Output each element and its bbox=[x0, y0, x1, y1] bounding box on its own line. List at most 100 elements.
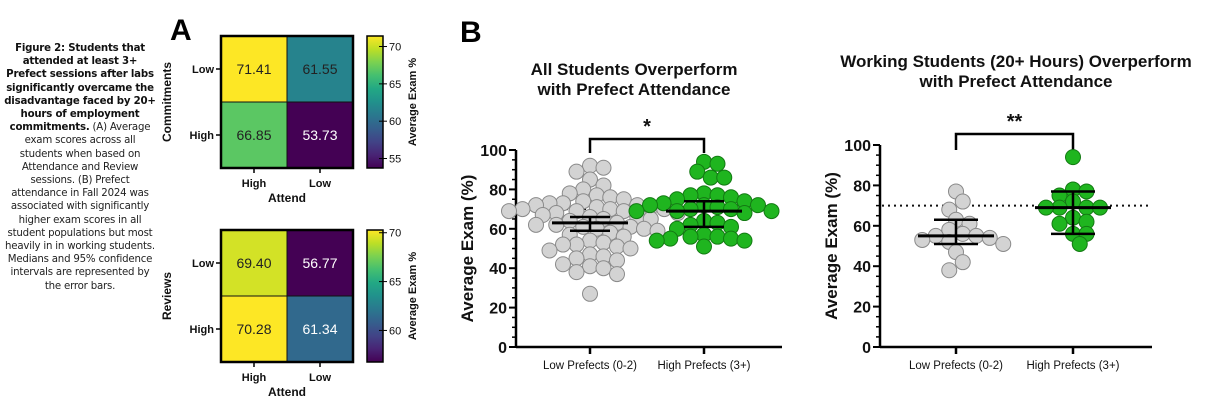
y-tick-label: High bbox=[190, 130, 215, 142]
significance-bracket bbox=[954, 132, 1075, 150]
y-tick-label: Low bbox=[192, 64, 214, 76]
data-point-low bbox=[609, 266, 625, 283]
y-tick-label: 60 bbox=[853, 219, 871, 236]
data-point-low bbox=[609, 252, 625, 269]
chart-title: with Prefect Attendance bbox=[918, 72, 1112, 91]
data-point-low bbox=[981, 229, 998, 246]
data-point-high bbox=[709, 228, 726, 245]
chart-title: with Prefect Attendance bbox=[536, 80, 730, 99]
caption-body: (A) Average exam scores across all stude… bbox=[5, 122, 155, 292]
data-point-high bbox=[1051, 215, 1068, 232]
data-point-low bbox=[582, 232, 598, 249]
data-point-low bbox=[595, 234, 612, 251]
x-tick-label: High bbox=[242, 178, 267, 190]
data-point-low bbox=[501, 203, 517, 220]
data-point-high bbox=[723, 201, 739, 218]
scatter-working-students: Working Students (20+ Hours) Overperform… bbox=[822, 52, 1192, 372]
caption-bold: Figure 2: Students that attended at leas… bbox=[4, 43, 156, 134]
y-tick-label: Low bbox=[192, 258, 214, 270]
data-point-low bbox=[568, 236, 585, 253]
data-point-low bbox=[548, 216, 565, 233]
heatmap-value-label: 66.85 bbox=[236, 127, 271, 143]
data-point-high bbox=[696, 238, 712, 255]
x-axis-label: Attend bbox=[268, 191, 306, 205]
y-tick-label: 0 bbox=[862, 340, 871, 357]
heatmap-value-label: 69.40 bbox=[236, 255, 271, 271]
chart-title: All Students Overperform bbox=[531, 60, 738, 79]
x-tick-label: High Prefects (3+) bbox=[1027, 360, 1120, 372]
significance-marker: * bbox=[643, 116, 651, 138]
data-point-low bbox=[954, 193, 971, 210]
data-point-low bbox=[568, 163, 585, 180]
colorbar bbox=[366, 229, 384, 363]
data-point-high bbox=[709, 155, 726, 172]
data-point-low bbox=[561, 212, 578, 229]
data-point-low bbox=[595, 260, 612, 277]
data-point-low bbox=[622, 240, 639, 257]
data-point-low bbox=[954, 225, 971, 242]
x-tick-label: Low Prefects (0-2) bbox=[543, 360, 637, 372]
data-point-low bbox=[582, 258, 598, 275]
data-point-low bbox=[528, 216, 544, 233]
data-point-low bbox=[582, 285, 598, 302]
colorbar bbox=[366, 35, 384, 169]
data-point-low bbox=[582, 157, 598, 174]
data-point-high bbox=[648, 232, 665, 249]
colorbar-label: Average Exam % bbox=[407, 252, 419, 340]
heatmap-value-label: 61.55 bbox=[302, 61, 337, 77]
heatmap-border bbox=[219, 228, 355, 364]
data-point-low bbox=[995, 235, 1012, 252]
heatmap-value-label: 56.77 bbox=[302, 255, 337, 271]
data-point-low bbox=[541, 242, 558, 259]
panel-label-b: B bbox=[460, 16, 482, 49]
data-point-low bbox=[954, 254, 971, 271]
heatmap-value-label: 53.73 bbox=[302, 127, 337, 143]
data-point-high bbox=[662, 230, 679, 247]
heatmap-cell bbox=[286, 295, 354, 363]
data-point-high bbox=[736, 205, 753, 222]
colorbar-tick-label: 65 bbox=[389, 79, 401, 91]
data-point-high bbox=[750, 197, 766, 214]
data-point-low bbox=[555, 236, 571, 253]
x-tick-label: Low bbox=[309, 178, 331, 190]
figure-caption: Figure 2: Students that attended at leas… bbox=[2, 42, 158, 293]
colorbar-tick-label: 60 bbox=[389, 325, 401, 337]
panel-label-a: A bbox=[170, 14, 192, 47]
data-point-high bbox=[655, 195, 672, 212]
colorbar-tick-label: 55 bbox=[389, 154, 401, 166]
heatmap-cell bbox=[286, 35, 354, 103]
colorbar-label: Average Exam % bbox=[407, 58, 419, 146]
heatmap-border bbox=[219, 34, 355, 170]
y-tick-label: 80 bbox=[853, 178, 871, 195]
data-point-high bbox=[682, 201, 699, 218]
y-tick-label: 40 bbox=[489, 261, 507, 278]
chart-title: Working Students (20+ Hours) Overperform bbox=[840, 52, 1192, 71]
data-point-low bbox=[636, 220, 652, 237]
data-point-high bbox=[682, 228, 699, 245]
significance-marker: ** bbox=[1007, 111, 1023, 133]
data-point-high bbox=[642, 197, 658, 214]
y-tick-label: 0 bbox=[498, 340, 507, 357]
y-axis-label: Average Exam (%) bbox=[822, 172, 841, 320]
y-tick-label: 100 bbox=[480, 143, 507, 160]
y-tick-label: 40 bbox=[853, 259, 871, 276]
y-tick-label: 20 bbox=[489, 301, 507, 318]
data-point-high bbox=[716, 169, 733, 186]
colorbar-tick-label: 65 bbox=[389, 277, 401, 289]
colorbar-tick-label: 70 bbox=[389, 228, 401, 240]
data-point-high bbox=[689, 163, 706, 180]
colorbar-tick-label: 70 bbox=[389, 42, 401, 54]
y-tick-label: High bbox=[190, 324, 215, 336]
x-axis-label: Attend bbox=[268, 385, 306, 399]
y-axis-label: Commitments bbox=[160, 62, 174, 142]
data-point-high bbox=[736, 232, 753, 249]
y-tick-label: 60 bbox=[489, 222, 507, 239]
colorbar-tick-label: 60 bbox=[389, 116, 401, 128]
x-tick-label: Low bbox=[309, 372, 331, 384]
y-axis-label: Average Exam (%) bbox=[458, 175, 477, 323]
x-tick-label: Low Prefects (0-2) bbox=[909, 360, 1003, 372]
x-tick-label: High bbox=[242, 372, 267, 384]
